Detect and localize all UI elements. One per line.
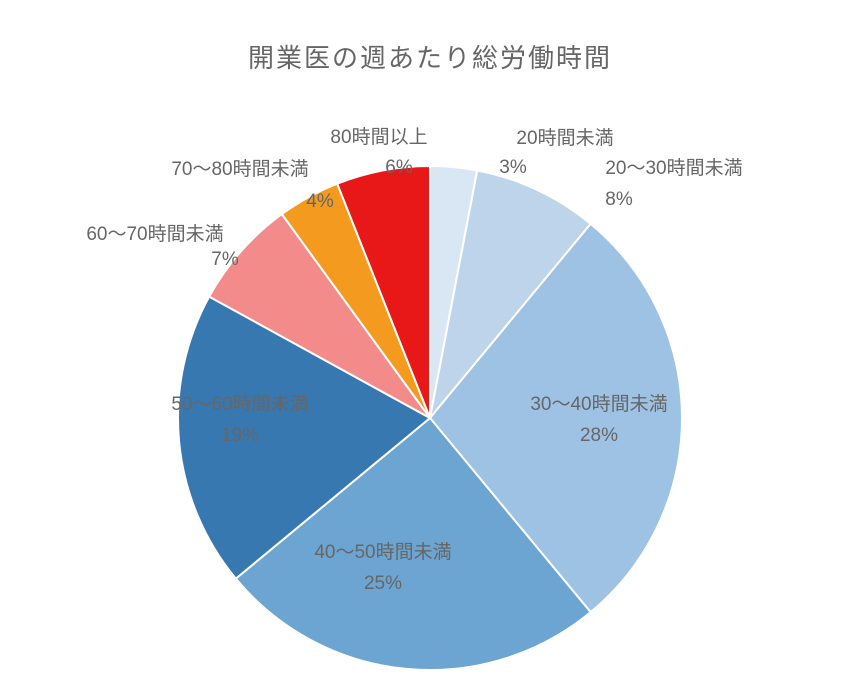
slice-percent: 8%	[605, 187, 632, 213]
slice-percent: 6%	[385, 155, 412, 181]
slice-percent: 7%	[211, 247, 238, 273]
slice-percent: 4%	[306, 189, 333, 215]
slice-percent: 28%	[580, 423, 618, 449]
slice-percent: 25%	[364, 571, 402, 597]
slice-label: 80時間以上	[330, 125, 427, 151]
slice-label: 70～80時間未満	[171, 157, 308, 183]
pie-chart-container: 開業医の週あたり総労働時間 20時間未満 3% 20～30時間未満 8% 30～40時間…	[0, 0, 860, 692]
chart-title: 開業医の週あたり総労働時間	[0, 38, 860, 75]
slice-label: 50～60時間未満	[171, 392, 308, 418]
slice-label: 60～70時間未満	[86, 222, 223, 248]
slice-percent: 19%	[221, 423, 259, 449]
slice-label: 20時間未満	[516, 126, 613, 152]
slice-label: 40～50時間未満	[314, 540, 451, 566]
pie-svg	[0, 0, 860, 692]
slice-percent: 3%	[499, 155, 526, 181]
slice-label: 20～30時間未満	[605, 156, 742, 182]
slice-label: 30～40時間未満	[530, 392, 667, 418]
